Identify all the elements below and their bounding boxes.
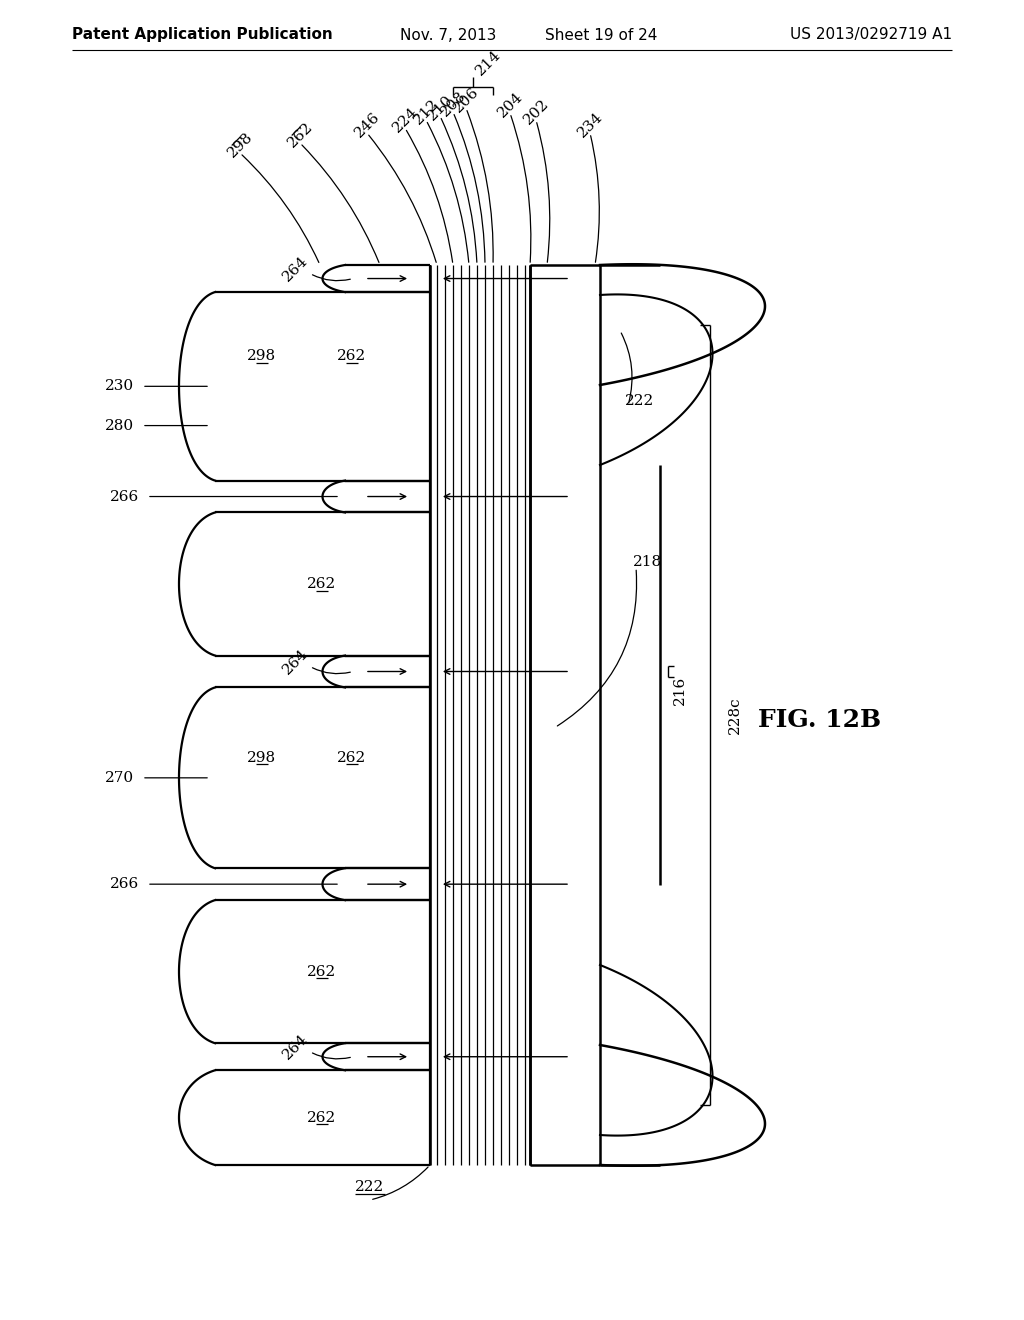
Text: 212: 212 [411,96,441,127]
Text: 204: 204 [495,90,525,120]
Text: 298: 298 [224,129,255,160]
Text: 264: 264 [280,253,310,284]
Text: 222: 222 [355,1180,385,1195]
Text: 298: 298 [248,350,276,363]
Text: 246: 246 [351,110,382,140]
Text: 228c: 228c [728,696,742,734]
Text: Sheet 19 of 24: Sheet 19 of 24 [545,28,657,42]
Text: 262: 262 [285,120,315,150]
Text: 206: 206 [451,84,481,115]
Text: 262: 262 [307,1110,337,1125]
Text: 264: 264 [280,647,310,677]
Text: 210: 210 [425,92,456,123]
Text: 266: 266 [111,878,139,891]
Text: FIG. 12B: FIG. 12B [759,708,882,733]
Text: 202: 202 [521,96,551,127]
Text: 270: 270 [105,771,134,785]
Text: 208: 208 [437,88,468,119]
Text: 266: 266 [111,490,139,503]
Text: 230: 230 [105,379,134,393]
Text: 264: 264 [280,1031,310,1063]
Text: 262: 262 [337,751,367,764]
Text: 280: 280 [105,418,134,433]
Text: Nov. 7, 2013: Nov. 7, 2013 [400,28,497,42]
Text: 216: 216 [673,676,687,705]
Text: 262: 262 [337,350,367,363]
Text: 234: 234 [574,110,605,140]
Text: 218: 218 [634,556,663,569]
Text: 262: 262 [307,577,337,591]
Text: 224: 224 [390,104,420,135]
Text: 262: 262 [307,965,337,978]
Text: 298: 298 [248,751,276,764]
Text: US 2013/0292719 A1: US 2013/0292719 A1 [790,28,952,42]
Text: Patent Application Publication: Patent Application Publication [72,28,333,42]
Text: 222: 222 [626,393,654,408]
Text: 214: 214 [473,48,503,78]
